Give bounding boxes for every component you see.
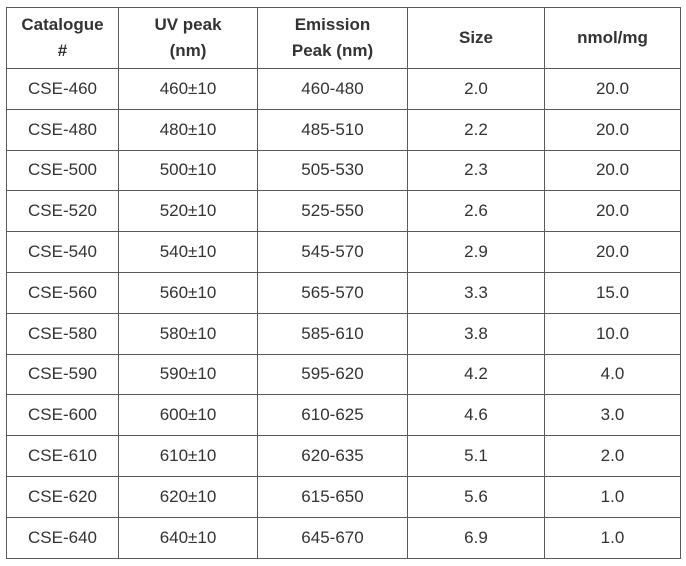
table-row: CSE-540 540±10 545-570 2.9 20.0 (6, 231, 681, 273)
cell-emission-peak: 620-635 (257, 435, 408, 477)
cell-emission-peak: 505-530 (257, 149, 408, 192)
cell-catalogue: CSE-580 (6, 312, 119, 355)
cell-nmol-mg: 4.0 (544, 353, 681, 396)
cell-emission-peak: 585-610 (257, 312, 408, 355)
cell-nmol-mg: 3.0 (544, 394, 681, 437)
table-row: CSE-640 640±10 645-670 6.9 1.0 (6, 516, 681, 559)
table-row: CSE-600 600±10 610-625 4.6 3.0 (6, 394, 681, 437)
cell-catalogue: CSE-500 (6, 149, 119, 192)
cell-emission-peak: 545-570 (257, 231, 408, 273)
cell-size: 2.0 (407, 68, 545, 110)
cell-nmol-mg: 10.0 (544, 312, 681, 355)
header-uv-peak-line-1: UV peak (154, 15, 222, 34)
cell-size: 2.9 (407, 231, 545, 273)
header-size-line-1: Size (458, 28, 494, 47)
cell-uv-peak: 500±10 (118, 149, 258, 192)
cell-uv-peak: 600±10 (118, 394, 258, 437)
cell-size: 5.6 (407, 475, 545, 518)
header-emission-peak: Emission Peak (nm) (257, 7, 408, 69)
cell-emission-peak: 485-510 (257, 108, 408, 151)
header-nmol-mg: nmol/mg (544, 7, 681, 69)
cell-nmol-mg: 2.0 (544, 435, 681, 477)
cell-size: 4.6 (407, 394, 545, 437)
cell-catalogue: CSE-620 (6, 475, 119, 518)
table-row: CSE-580 580±10 585-610 3.8 10.0 (6, 312, 681, 355)
header-uv-peak: UV peak (nm) (118, 7, 258, 69)
table-row: CSE-610 610±10 620-635 5.1 2.0 (6, 435, 681, 477)
table-row: CSE-520 520±10 525-550 2.6 20.0 (6, 190, 681, 233)
cell-emission-peak: 460-480 (257, 68, 408, 110)
cell-nmol-mg: 20.0 (544, 108, 681, 151)
cell-nmol-mg: 15.0 (544, 271, 681, 314)
cell-uv-peak: 640±10 (118, 516, 258, 559)
header-catalogue: Catalogue # (6, 7, 119, 69)
cell-catalogue: CSE-610 (6, 435, 119, 477)
cell-size: 3.3 (407, 271, 545, 314)
cell-size: 4.2 (407, 353, 545, 396)
table-header: Catalogue # UV peak (nm) Emission Peak (… (6, 7, 681, 69)
cell-size: 2.2 (407, 108, 545, 151)
cell-catalogue: CSE-540 (6, 231, 119, 273)
table-row: CSE-460 460±10 460-480 2.0 20.0 (6, 68, 681, 110)
table-row: CSE-590 590±10 595-620 4.2 4.0 (6, 353, 681, 396)
cell-nmol-mg: 20.0 (544, 149, 681, 192)
cell-size: 5.1 (407, 435, 545, 477)
cell-catalogue: CSE-480 (6, 108, 119, 151)
cell-nmol-mg: 20.0 (544, 231, 681, 273)
cell-catalogue: CSE-520 (6, 190, 119, 233)
cell-catalogue: CSE-560 (6, 271, 119, 314)
cell-uv-peak: 480±10 (118, 108, 258, 151)
header-emission-peak-line-1: Emission (294, 15, 371, 34)
cell-size: 2.6 (407, 190, 545, 233)
cell-catalogue: CSE-590 (6, 353, 119, 396)
cell-nmol-mg: 1.0 (544, 516, 681, 559)
cell-uv-peak: 590±10 (118, 353, 258, 396)
header-emission-peak-line-2: Peak (nm) (291, 41, 374, 60)
header-row: Catalogue # UV peak (nm) Emission Peak (… (6, 7, 681, 69)
cell-uv-peak: 580±10 (118, 312, 258, 355)
header-uv-peak-line-2: (nm) (169, 41, 207, 60)
cell-size: 3.8 (407, 312, 545, 355)
cell-emission-peak: 610-625 (257, 394, 408, 437)
table-row: CSE-480 480±10 485-510 2.2 20.0 (6, 108, 681, 151)
cell-size: 2.3 (407, 149, 545, 192)
cell-uv-peak: 460±10 (118, 68, 258, 110)
cell-nmol-mg: 20.0 (544, 68, 681, 110)
cell-catalogue: CSE-600 (6, 394, 119, 437)
product-table: Catalogue # UV peak (nm) Emission Peak (… (6, 7, 681, 559)
header-nmol-mg-line-1: nmol/mg (577, 28, 648, 47)
cell-catalogue: CSE-640 (6, 516, 119, 559)
table-body: CSE-460 460±10 460-480 2.0 20.0 CSE-480 480±10… (6, 68, 681, 559)
cell-uv-peak: 610±10 (118, 435, 258, 477)
cell-emission-peak: 615-650 (257, 475, 408, 518)
table-row: CSE-620 620±10 615-650 5.6 1.0 (6, 475, 681, 518)
cell-emission-peak: 565-570 (257, 271, 408, 314)
cell-uv-peak: 520±10 (118, 190, 258, 233)
header-catalogue-line-1: Catalogue (21, 15, 104, 34)
table-row: CSE-560 560±10 565-570 3.3 15.0 (6, 271, 681, 314)
header-size: Size (407, 7, 545, 69)
cell-emission-peak: 595-620 (257, 353, 408, 396)
cell-size: 6.9 (407, 516, 545, 559)
cell-nmol-mg: 1.0 (544, 475, 681, 518)
header-catalogue-line-2: # (57, 41, 68, 60)
product-table-container: Catalogue # UV peak (nm) Emission Peak (… (6, 7, 681, 559)
cell-nmol-mg: 20.0 (544, 190, 681, 233)
cell-uv-peak: 540±10 (118, 231, 258, 273)
cell-uv-peak: 560±10 (118, 271, 258, 314)
table-row: CSE-500 500±10 505-530 2.3 20.0 (6, 149, 681, 192)
cell-emission-peak: 645-670 (257, 516, 408, 559)
cell-emission-peak: 525-550 (257, 190, 408, 233)
cell-uv-peak: 620±10 (118, 475, 258, 518)
cell-catalogue: CSE-460 (6, 68, 119, 110)
